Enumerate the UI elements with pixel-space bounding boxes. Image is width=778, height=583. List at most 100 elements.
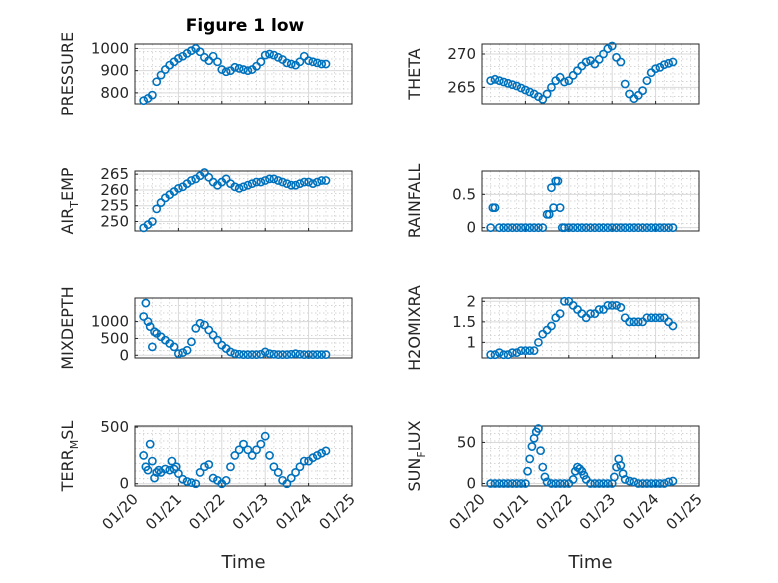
data-point	[247, 179, 257, 189]
y-axis-label-main: PRESSURE	[58, 32, 77, 116]
data-point	[525, 454, 535, 464]
plot-frame	[134, 425, 353, 487]
data-point	[560, 296, 569, 306]
data-point	[625, 89, 634, 99]
data-point	[230, 62, 240, 72]
data-point	[304, 350, 313, 360]
data-point	[195, 468, 205, 477]
data-point	[308, 179, 318, 189]
data-point	[668, 223, 678, 233]
data-point	[145, 322, 155, 332]
data-point	[295, 349, 305, 359]
data-point	[256, 177, 266, 187]
series-markers	[139, 431, 331, 489]
data-point	[499, 350, 509, 360]
data-point	[260, 431, 270, 441]
data-point	[525, 223, 535, 233]
data-point	[286, 473, 296, 483]
data-point	[490, 74, 500, 84]
data-point	[152, 468, 162, 477]
data-point	[308, 57, 318, 67]
data-point	[226, 462, 235, 472]
data-point	[269, 50, 279, 60]
data-point	[490, 479, 500, 488]
data-point	[529, 89, 539, 99]
data-point	[317, 448, 327, 458]
data-point	[642, 223, 652, 233]
y-tick-label: 50	[457, 433, 476, 451]
y-tick-label: 255	[100, 197, 129, 215]
data-point	[607, 223, 617, 233]
series-markers	[486, 176, 678, 233]
data-point	[651, 313, 660, 323]
data-point	[191, 479, 201, 489]
data-point	[534, 92, 543, 102]
data-point	[499, 223, 509, 233]
data-point	[147, 342, 157, 352]
data-point	[655, 313, 665, 323]
data-point	[534, 223, 543, 233]
data-point	[523, 466, 532, 476]
x-tick-label: 01/23	[229, 490, 272, 533]
data-point	[620, 79, 630, 89]
data-point	[321, 59, 331, 69]
data-point	[664, 58, 674, 68]
y-axis-label: MIXDEPTH	[58, 286, 77, 369]
data-point	[299, 456, 309, 466]
data-point	[659, 479, 669, 488]
data-point	[590, 479, 600, 488]
y-axis-label-main: TERR	[58, 449, 77, 492]
data-point	[512, 81, 522, 91]
y-tick-label: 1000	[91, 313, 129, 331]
data-point	[503, 78, 513, 88]
data-point	[165, 465, 175, 475]
y-tick-label: 1.5	[452, 313, 476, 331]
major-grid	[482, 298, 699, 358]
plot-frame	[481, 43, 700, 105]
y-axis-label: AIRTEMP	[58, 167, 81, 234]
y-axis-label: PRESSURE	[58, 32, 77, 116]
data-point	[573, 66, 582, 76]
data-point	[494, 479, 504, 488]
series-markers	[486, 296, 678, 360]
series-markers	[139, 168, 331, 233]
data-point	[173, 469, 183, 478]
data-point	[521, 223, 530, 233]
figure-title: Figure 1 low	[186, 16, 305, 36]
data-point	[525, 87, 535, 97]
data-point	[616, 303, 626, 312]
data-point	[187, 46, 196, 56]
data-point	[540, 472, 550, 482]
subplot-6: 1 1.5 2 H2OMIXRA	[405, 285, 700, 371]
data-point	[668, 57, 678, 67]
data-point	[599, 479, 608, 488]
data-point	[642, 313, 652, 323]
data-point	[156, 70, 166, 80]
data-point	[260, 347, 270, 357]
data-point	[141, 298, 151, 308]
data-point	[521, 479, 530, 488]
data-point	[575, 464, 585, 474]
data-point	[612, 223, 621, 233]
subplot-7: 0 500 TERRMSL 01/20 01/21 01/22 01/23 01/24 01/2…	[58, 418, 359, 573]
data-point	[321, 350, 331, 360]
data-point	[547, 82, 556, 92]
y-axis-label-subscript: T	[68, 201, 81, 209]
data-point	[304, 177, 313, 187]
data-point	[204, 172, 214, 182]
plot-frame	[134, 43, 353, 105]
data-point	[568, 223, 578, 233]
data-point	[555, 309, 565, 319]
data-point	[612, 52, 621, 62]
data-point	[265, 49, 274, 59]
data-point	[273, 350, 283, 360]
x-tick-label: 01/25	[663, 490, 706, 533]
x-tick-label: 01/24	[272, 490, 315, 533]
x-tick-label: 01/25	[316, 490, 359, 533]
y-axis-label-main: AIR	[58, 208, 77, 235]
data-point	[282, 350, 292, 360]
data-point	[507, 80, 517, 90]
data-point	[609, 472, 619, 482]
data-point	[503, 350, 513, 360]
data-point	[629, 223, 639, 233]
